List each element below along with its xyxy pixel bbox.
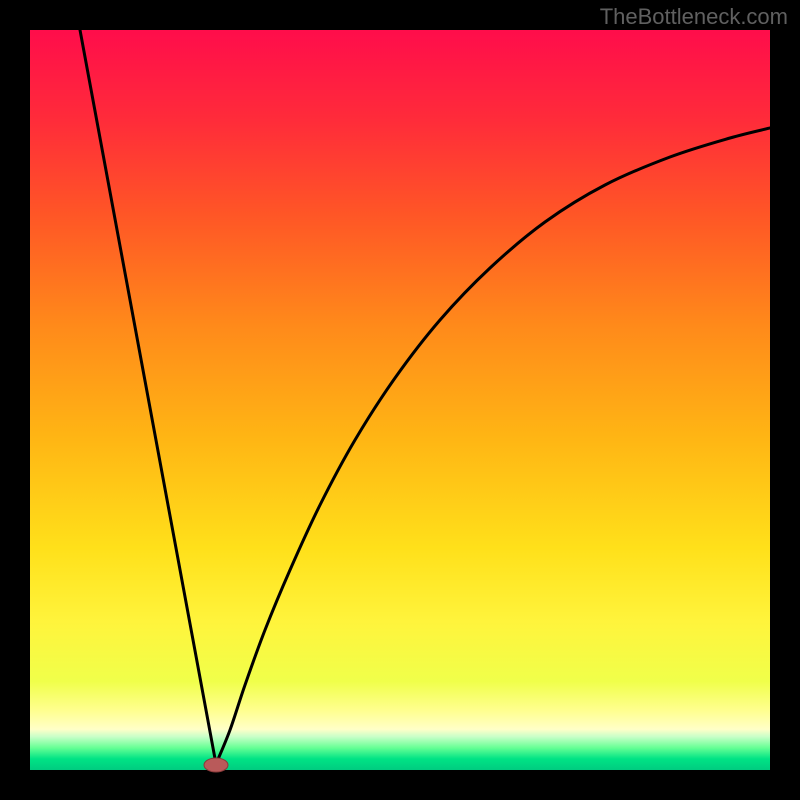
bottleneck-chart xyxy=(0,0,800,800)
optimum-marker xyxy=(204,758,228,772)
chart-background-gradient xyxy=(30,30,770,770)
watermark-label: TheBottleneck.com xyxy=(600,4,788,30)
chart-container: TheBottleneck.com xyxy=(0,0,800,800)
